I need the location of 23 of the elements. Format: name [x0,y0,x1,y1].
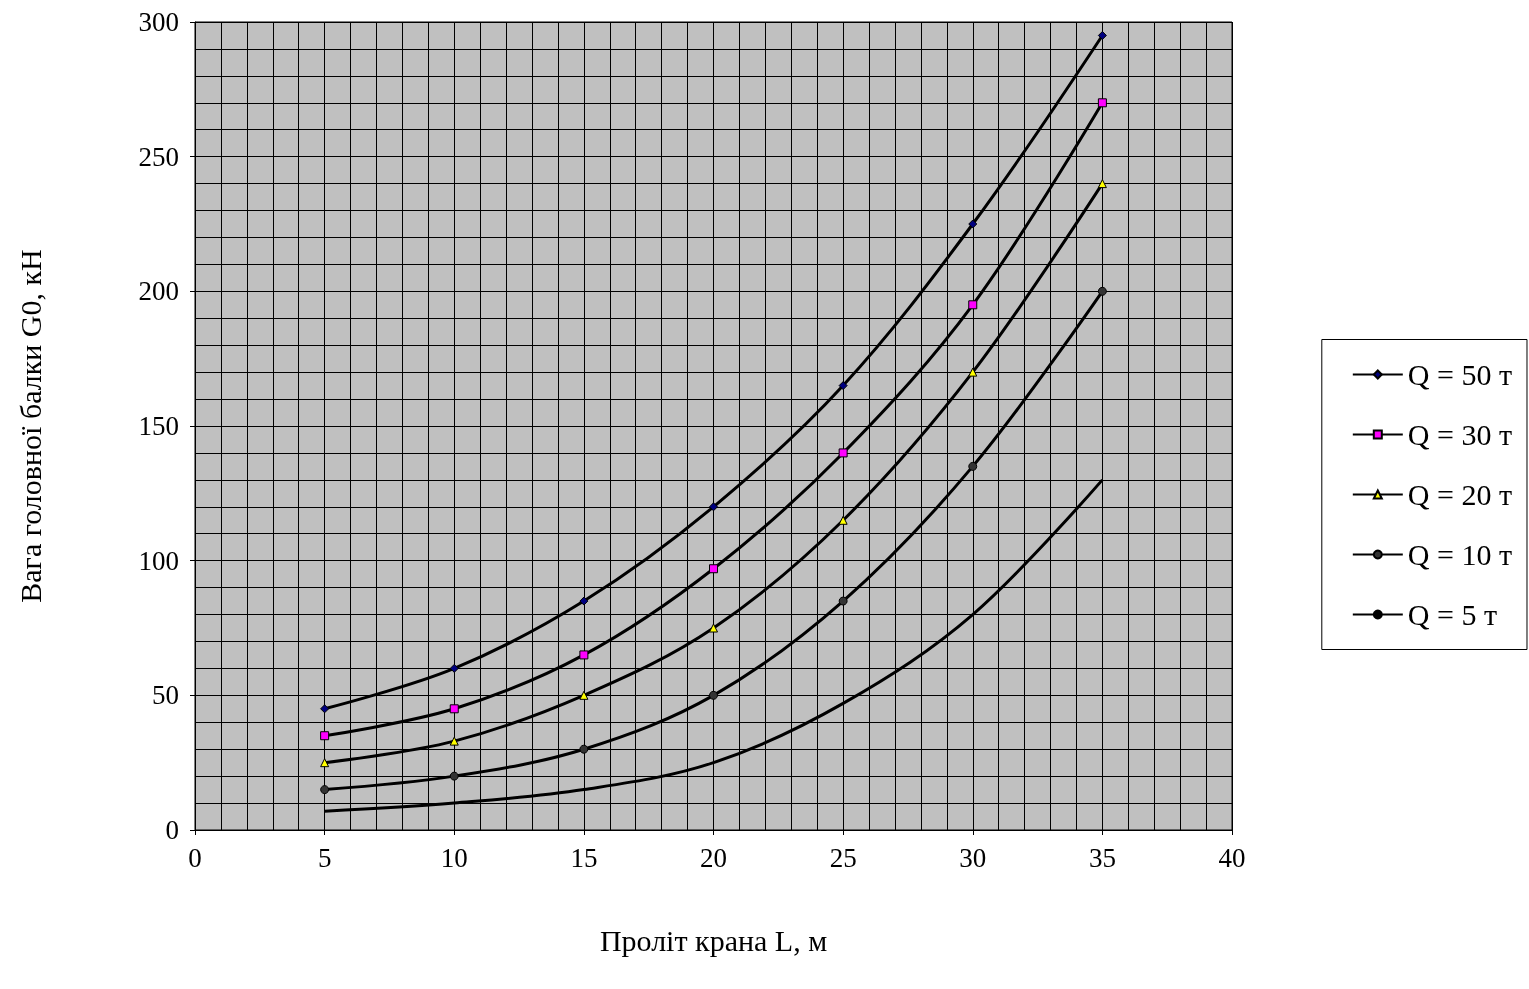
legend-label: Q = 50 т [1407,358,1513,391]
x-tick-label: 25 [829,842,857,873]
x-tick-label: 35 [1088,842,1116,873]
y-tick-label: 50 [152,680,179,711]
x-tick-label: 40 [1218,842,1246,873]
y-tick-label: 300 [138,7,179,37]
y-tick-label: 0 [165,815,179,845]
x-axis-title: Проліт крана L, м [599,923,828,957]
legend-label: Q = 30 т [1407,418,1513,451]
y-tick-label: 200 [138,276,179,307]
y-tick-label: 150 [138,411,179,441]
x-tick-label: 5 [317,842,332,873]
x-tick-label: 10 [440,842,468,873]
y-axis-title: Вага головної балки G0, кН [13,249,47,603]
x-tick-label: 20 [700,842,727,873]
x-tick-label: 30 [959,842,987,873]
legend-label: Q = 5 т [1407,598,1498,631]
y-tick-label: 100 [138,545,179,576]
x-tick-label: 15 [570,842,598,873]
legend-label: Q = 20 т [1407,478,1513,511]
x-tick-label: 0 [188,842,202,873]
y-tick-label: 250 [138,141,179,172]
legend-label: Q = 10 т [1407,538,1513,571]
